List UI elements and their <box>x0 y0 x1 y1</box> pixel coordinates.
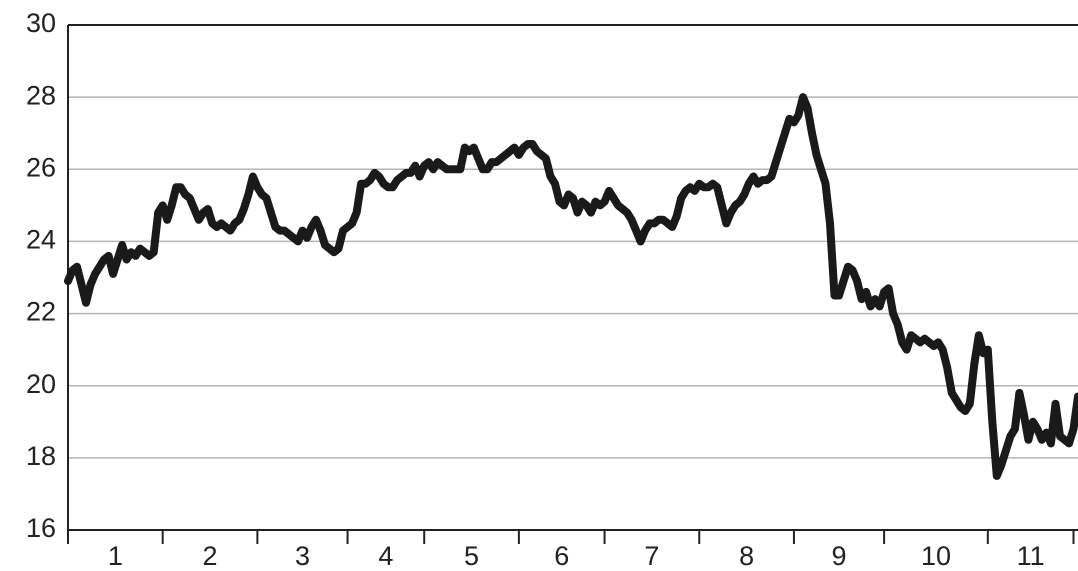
y-tick-label: 24 <box>26 225 56 255</box>
x-tick-label: 5 <box>464 541 479 571</box>
x-tick-label: 1 <box>108 541 123 571</box>
y-tick-label: 26 <box>26 152 56 182</box>
x-tick-label: 7 <box>644 541 659 571</box>
y-tick-label: 20 <box>26 369 56 399</box>
x-tick-label: 9 <box>832 541 847 571</box>
y-tick-label: 18 <box>26 441 56 471</box>
y-tick-label: 28 <box>26 80 56 110</box>
x-tick-label: 11 <box>1017 541 1045 571</box>
y-tick-label: 30 <box>26 8 56 38</box>
y-tick-label: 22 <box>26 297 56 327</box>
x-tick-label: 4 <box>378 541 393 571</box>
line-series <box>64 93 1078 480</box>
x-tick-label: 2 <box>203 541 218 571</box>
x-tick-label: 3 <box>295 541 310 571</box>
y-tick-label: 16 <box>26 513 56 543</box>
x-tick-label: 6 <box>554 541 569 571</box>
x-tick-label: 10 <box>921 541 951 571</box>
x-tick-label: 8 <box>739 541 754 571</box>
